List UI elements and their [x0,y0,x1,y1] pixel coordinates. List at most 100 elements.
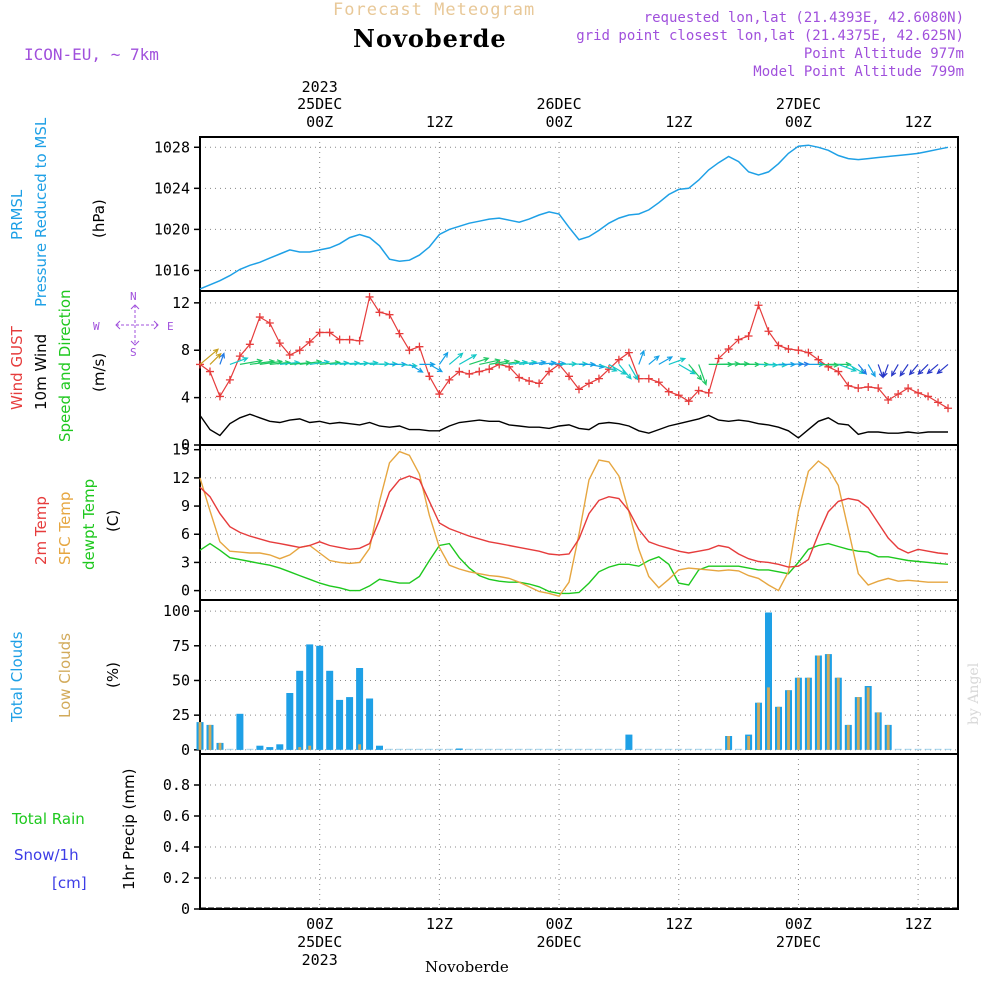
gust-point-marker [565,372,574,381]
top-hour-label: 00Z [785,113,812,131]
y-tick-label: 0 [181,582,190,600]
total-cloud-bar [445,748,453,750]
total-cloud-bar [924,748,932,750]
wind-vector-arrow [917,363,929,376]
wind10-series-line [199,413,948,439]
bottom-hour-label: 00Z [306,915,333,933]
wind-vector-arrow [628,364,639,381]
gust-point-marker [714,354,723,363]
gust-point-marker [405,346,414,355]
y-tick-label: 15 [172,441,190,459]
total-cloud-bar [535,748,543,750]
total-cloud-bar [904,748,912,750]
gust-point-marker [644,374,653,383]
top-date-label: 26DEC [536,95,581,113]
gust-point-marker [465,369,474,378]
gust-point-marker [255,313,264,322]
total-cloud-bar [715,748,723,750]
gust-point-marker [285,350,294,359]
gust-point-marker [784,345,793,354]
gust-point-marker [415,342,424,351]
low-cloud-bar [747,736,750,750]
y-tick-label: 100 [163,602,190,620]
gust-point-marker [545,367,554,376]
low-cloud-bar [298,747,302,750]
y-tick-label: 0.2 [163,869,190,887]
gust-point-marker [365,292,374,301]
gust-point-marker [934,398,943,407]
y-tick-label: 3 [181,553,190,571]
gust-point-marker [205,367,214,376]
total-cloud-bar [555,748,563,750]
low-cloud-bar [208,724,212,750]
wind-vector-arrow [209,352,222,365]
gust-point-marker [844,381,853,390]
gust-point-marker [904,384,913,393]
product-title: Forecast Meteogram [333,0,536,20]
total-cloud-bar [685,748,693,750]
total-cloud-bar [356,668,364,750]
wind-vector-arrow [469,357,490,365]
compass-rose-icon [115,304,159,346]
total-cloud-bar [346,697,354,750]
total-cloud-bar [316,645,324,750]
gust-point-marker [864,382,873,391]
bottom-hour-label: 12Z [665,915,692,933]
y-tick-label: 1016 [154,261,190,279]
wind-vector-arrow [219,352,225,365]
gust-point-marker [744,332,753,341]
gust-point-marker [525,377,534,386]
gust-point-marker [704,388,713,397]
wind-vector-arrow [329,360,350,366]
low-cloud-bar [876,712,880,750]
y-tick-label: 0.4 [163,838,190,856]
total-cloud-bar [665,748,673,750]
gust-point-marker [345,335,354,344]
total-cloud-bar [585,748,593,750]
rain-label: Total Rain [12,810,85,828]
gust-point-marker [944,404,953,413]
gust-point-marker [914,388,923,397]
low-cloud-bar [797,677,800,750]
top-hour-label: 00Z [546,113,573,131]
low-cloud-bar [787,690,790,750]
panel-frame [199,136,959,292]
total-cloud-bar [635,748,643,750]
bottom-hour-label: 00Z [785,915,812,933]
gust-point-marker [425,372,434,381]
bottom-date-label: 25DEC [297,933,342,951]
total-cloud-bar [894,748,902,750]
top-hour-label: 12Z [665,113,692,131]
total-cloud-bar [615,748,623,750]
wind-vector-arrow [618,364,632,380]
wind-vector-arrow [899,364,909,377]
top-hour-label: 12Z [426,113,453,131]
wind-vector-arrow [638,349,645,365]
gust-point-marker [884,395,893,404]
compass-n: N [130,290,137,303]
total-cloud-bar [465,748,473,750]
total-cloud-bar [276,744,284,750]
compass-e: E [167,320,174,333]
low-cloud-bar [767,687,770,750]
gust-point-marker [325,328,334,337]
total-cloud-bar [605,748,613,750]
total-cloud-bar [735,748,743,750]
gust-point-marker [674,391,683,400]
wind-vector-arrow [891,364,899,377]
y-tick-label: 12 [172,469,190,487]
total-cloud-bar [406,748,413,750]
gust-point-marker [515,373,524,382]
top-hour-label: 12Z [905,113,932,131]
y-tick-label: 6 [181,525,190,543]
wind-vector-arrow [882,364,889,378]
total-cloud-bar [675,748,683,750]
gust-point-marker [684,397,693,406]
wind-vector-arrow [857,364,868,375]
top-year-label: 2023 [302,78,338,96]
compass-s: S [130,346,137,359]
model-altitude: Model Point Altitude 799m [753,64,964,80]
top-date-label: 27DEC [776,95,821,113]
total-cloud-bar [495,748,503,750]
total-cloud-bar [475,748,483,750]
